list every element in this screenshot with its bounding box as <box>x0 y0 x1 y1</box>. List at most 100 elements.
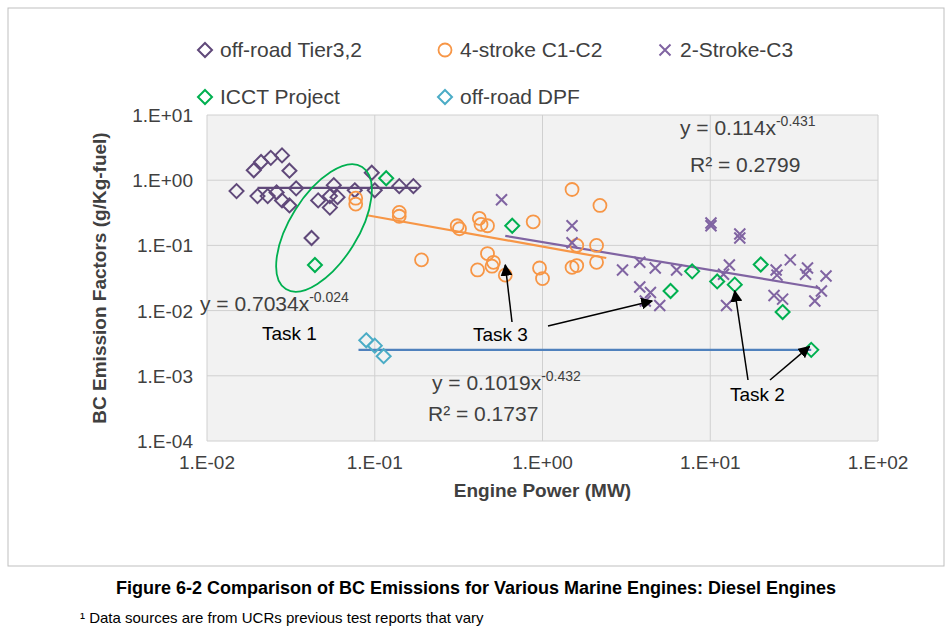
point <box>536 272 549 285</box>
legend-label: off-road DPF <box>460 85 580 108</box>
point <box>406 179 420 193</box>
y-tick-label: 1.E+01 <box>132 105 193 126</box>
point <box>486 260 499 273</box>
trend-equation: y = 0.114x-0.431 <box>680 113 816 139</box>
legend-item: ICCT Project <box>198 85 340 108</box>
point <box>323 201 337 215</box>
point <box>567 237 578 248</box>
point <box>590 256 603 269</box>
point <box>721 300 732 311</box>
point <box>305 231 319 245</box>
equation-text: y = 0.114x <box>680 116 776 139</box>
point <box>481 219 494 232</box>
point <box>264 151 278 165</box>
point <box>809 296 820 307</box>
point <box>415 253 428 266</box>
point <box>734 232 745 243</box>
point <box>365 166 379 180</box>
legend-marker <box>660 45 671 56</box>
trend-r2: R² = 0.2799 <box>690 153 800 176</box>
plot-area <box>207 115 878 441</box>
annotation-arrow <box>770 347 809 380</box>
point <box>392 179 406 193</box>
x-tick-label: 1.E-02 <box>179 452 235 473</box>
y-axis-title: BC Emission Factors (g/Kg-fuel) <box>89 132 110 423</box>
point <box>570 239 583 252</box>
point <box>590 239 603 252</box>
legend-marker <box>439 44 452 57</box>
legend-label: off-road Tier3,2 <box>220 38 362 61</box>
point <box>308 258 322 272</box>
point <box>617 264 628 275</box>
y-grid-line <box>207 441 878 442</box>
point <box>453 222 466 235</box>
point <box>282 164 296 178</box>
point <box>593 199 606 212</box>
series <box>496 194 831 311</box>
point <box>728 278 742 292</box>
trendline <box>505 236 820 288</box>
y-tick-label: 1.E-01 <box>137 235 193 256</box>
y-grid-line <box>207 180 878 181</box>
x-tick-label: 1.E-01 <box>347 452 403 473</box>
equation-text: y = 0.1019x <box>432 371 542 394</box>
point <box>634 282 645 293</box>
point <box>250 189 264 203</box>
series <box>349 183 606 285</box>
point <box>566 183 579 196</box>
legend-marker <box>198 90 212 104</box>
equation-exponent: -0.431 <box>776 113 816 129</box>
legend-label: 4-stroke C1-C2 <box>460 38 602 61</box>
point <box>275 148 289 162</box>
point <box>289 181 303 195</box>
annotation: Task 2 <box>730 384 785 405</box>
annotation-arrow <box>505 265 512 322</box>
legend-item: 4-stroke C1-C2 <box>439 38 603 61</box>
y-tick-label: 1.E-03 <box>137 366 193 387</box>
point <box>802 263 813 274</box>
legend-label: 2-Stroke-C3 <box>680 38 793 61</box>
point <box>821 270 832 281</box>
legend-item: off-road Tier3,2 <box>198 38 362 61</box>
legend-marker <box>438 90 452 104</box>
point <box>379 171 393 185</box>
chart-border <box>8 8 944 566</box>
x-tick-label: 1.E+02 <box>848 452 909 473</box>
footnote: ¹ Data sources are from UCRs previous te… <box>80 609 484 626</box>
y-tick-label: 1.E-02 <box>137 301 193 322</box>
point <box>772 270 783 281</box>
x-grid-line <box>374 115 375 441</box>
legend-item: 2-Stroke-C3 <box>660 38 794 61</box>
y-tick-label: 1.E+00 <box>132 170 193 191</box>
series <box>230 148 421 245</box>
point <box>671 264 682 275</box>
point <box>724 260 735 271</box>
legend-item: off-road DPF <box>438 85 580 108</box>
equation-exponent: -0.432 <box>541 368 581 384</box>
caption: Figure 6-2 Comparison of BC Emissions fo… <box>116 578 836 598</box>
point <box>634 257 645 268</box>
point <box>816 285 827 296</box>
annotation-arrow <box>735 291 748 380</box>
point <box>527 215 540 228</box>
series <box>308 171 818 357</box>
point <box>505 219 519 233</box>
point <box>650 263 661 274</box>
point <box>567 220 578 231</box>
x-tick-label: 1.E+00 <box>512 452 573 473</box>
point <box>496 194 507 205</box>
point <box>393 210 406 223</box>
annotation: Task 3 <box>473 324 528 345</box>
point <box>754 257 768 271</box>
point <box>664 284 678 298</box>
point <box>377 349 391 363</box>
point <box>645 287 656 298</box>
equation-text: y = 0.7034x <box>200 292 310 315</box>
point <box>654 300 665 311</box>
y-tick-label: 1.E-04 <box>137 431 193 452</box>
point <box>471 263 484 276</box>
chart: 1.E-021.E-011.E+001.E+011.E+021.E-041.E-… <box>0 0 952 639</box>
point <box>359 333 373 347</box>
x-axis-title: Engine Power (MW) <box>454 480 631 501</box>
task1-ellipse <box>257 149 391 307</box>
